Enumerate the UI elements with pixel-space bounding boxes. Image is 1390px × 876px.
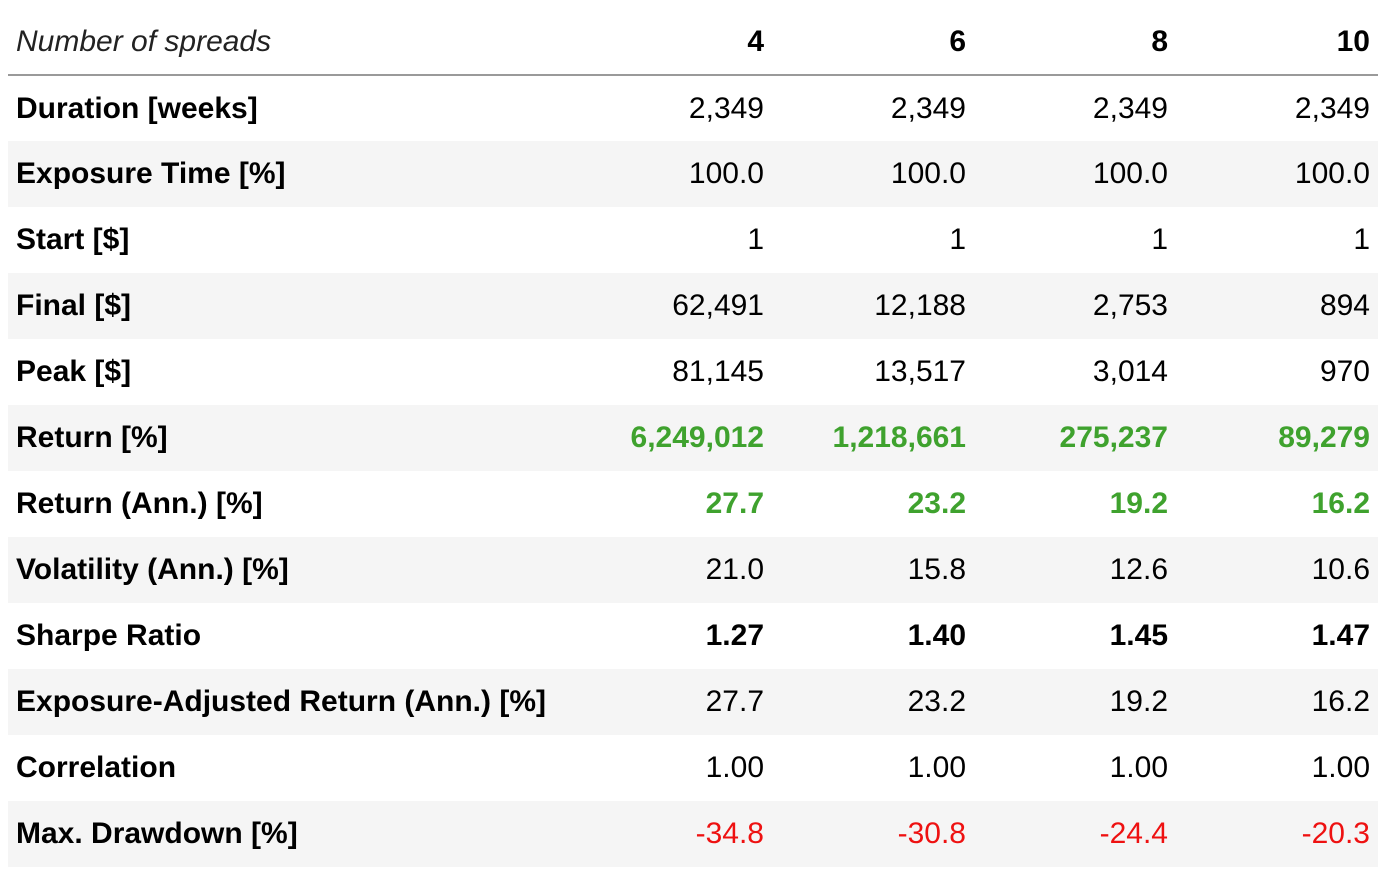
header-label: Number of spreads — [8, 10, 570, 76]
table-cell: 13,517 — [874, 355, 966, 388]
stats-table: Number of spreads 4 6 8 10 Duration [wee… — [8, 10, 1378, 867]
row-label: Peak [$] — [16, 355, 132, 388]
table-cell: 23.2 — [907, 487, 966, 520]
table-row: Volatility (Ann.) [%] 21.0 15.8 12.6 10.… — [8, 537, 1378, 603]
table-cell: 1.00 — [705, 751, 764, 784]
table-cell: 1.00 — [1311, 751, 1370, 784]
table-row: Return [%] 6,249,012 1,218,661 275,237 8… — [8, 405, 1378, 471]
table-cell: 1,218,661 — [832, 421, 966, 454]
table-row: Exposure Time [%] 100.0 100.0 100.0 100.… — [8, 141, 1378, 207]
table-row: Exposure-Adjusted Return (Ann.) [%] 27.7… — [8, 669, 1378, 735]
table-cell: 27.7 — [705, 685, 764, 718]
column-header: 10 — [1176, 10, 1378, 76]
row-label: Volatility (Ann.) [%] — [16, 553, 289, 586]
table-row: Max. Drawdown [%] -34.8 -30.8 -24.4 -20.… — [8, 801, 1378, 867]
table-cell: 12,188 — [874, 289, 966, 322]
table-cell: 100.0 — [688, 157, 764, 190]
table-cell: 2,349 — [1294, 91, 1370, 125]
table-cell: 19.2 — [1109, 685, 1168, 718]
table-cell: 100.0 — [890, 157, 966, 190]
table-cell: -24.4 — [1099, 817, 1168, 850]
row-label: Start [$] — [16, 223, 130, 256]
table-cell: 894 — [1319, 289, 1370, 322]
table-cell: -20.3 — [1301, 817, 1370, 850]
table-row: Final [$] 62,491 12,188 2,753 894 — [8, 273, 1378, 339]
table-cell: 1 — [747, 223, 764, 256]
table-row: Return (Ann.) [%] 27.7 23.2 19.2 16.2 — [8, 471, 1378, 537]
table-cell: 1.47 — [1311, 619, 1370, 652]
column-header: 6 — [772, 10, 974, 76]
table-cell: 6,249,012 — [630, 421, 764, 454]
table-cell: 10.6 — [1311, 553, 1370, 586]
table-row: Sharpe Ratio 1.27 1.40 1.45 1.47 — [8, 603, 1378, 669]
table-cell: 81,145 — [672, 355, 764, 388]
table-cell: 21.0 — [705, 553, 764, 586]
row-label: Final [$] — [16, 289, 132, 322]
table-cell: 1 — [949, 223, 966, 256]
table-row: Start [$] 1 1 1 1 — [8, 207, 1378, 273]
row-label: Exposure-Adjusted Return (Ann.) [%] — [16, 685, 546, 718]
table-cell: 27.7 — [705, 487, 764, 520]
table-cell: 1.45 — [1109, 619, 1168, 652]
table-cell: 275,237 — [1059, 421, 1168, 454]
row-label: Sharpe Ratio — [16, 619, 202, 652]
column-header: 4 — [570, 10, 772, 76]
table-cell: 970 — [1319, 355, 1370, 388]
stats-table-container: Number of spreads 4 6 8 10 Duration [wee… — [8, 10, 1378, 867]
table-cell: 2,349 — [890, 91, 966, 125]
table-cell: 15.8 — [907, 553, 966, 586]
table-cell: 62,491 — [672, 289, 764, 322]
table-cell: 1 — [1151, 223, 1168, 256]
header-row: Number of spreads 4 6 8 10 — [8, 10, 1378, 76]
table-cell: 23.2 — [907, 685, 966, 718]
table-row: Duration [weeks] 2,349 2,349 2,349 2,349 — [8, 75, 1378, 141]
table-cell: 1.40 — [907, 619, 966, 652]
table-body: Duration [weeks] 2,349 2,349 2,349 2,349… — [8, 75, 1378, 867]
row-label: Duration [weeks] — [16, 91, 258, 125]
table-cell: 3,014 — [1092, 355, 1168, 388]
table-cell: -34.8 — [695, 817, 764, 850]
table-cell: 1.00 — [907, 751, 966, 784]
table-cell: 89,279 — [1278, 421, 1370, 454]
table-cell: 100.0 — [1092, 157, 1168, 190]
row-label: Correlation — [16, 751, 177, 784]
row-label: Return [%] — [16, 421, 168, 454]
table-cell: 1.00 — [1109, 751, 1168, 784]
table-cell: -30.8 — [897, 817, 966, 850]
table-row: Peak [$] 81,145 13,517 3,014 970 — [8, 339, 1378, 405]
table-cell: 1 — [1353, 223, 1370, 256]
table-row: Correlation 1.00 1.00 1.00 1.00 — [8, 735, 1378, 801]
table-header: Number of spreads 4 6 8 10 — [8, 10, 1378, 76]
row-label: Max. Drawdown [%] — [16, 817, 298, 850]
table-cell: 12.6 — [1109, 553, 1168, 586]
table-cell: 16.2 — [1311, 487, 1370, 520]
table-cell: 16.2 — [1311, 685, 1370, 718]
table-cell: 2,349 — [688, 91, 764, 125]
row-label: Exposure Time [%] — [16, 157, 286, 190]
table-cell: 2,753 — [1092, 289, 1168, 322]
column-header: 8 — [974, 10, 1176, 76]
table-cell: 1.27 — [705, 619, 764, 652]
table-cell: 100.0 — [1294, 157, 1370, 190]
table-cell: 2,349 — [1092, 91, 1168, 125]
row-label: Return (Ann.) [%] — [16, 487, 263, 520]
table-cell: 19.2 — [1109, 487, 1168, 520]
